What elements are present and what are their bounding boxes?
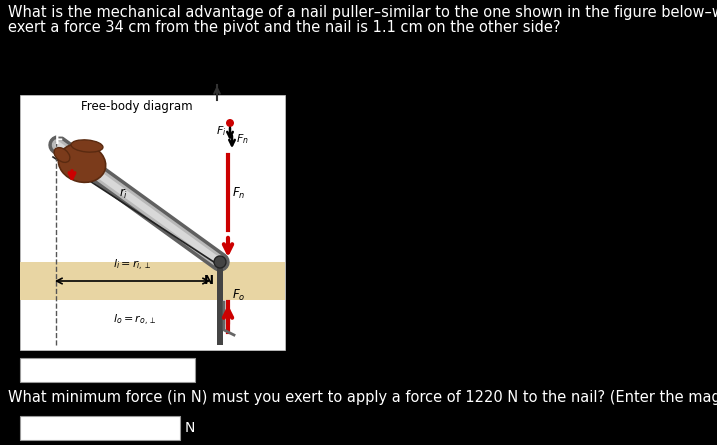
Text: $\mathbf{F}$: $\mathbf{F}$ [54,134,63,147]
Ellipse shape [71,140,103,152]
Text: exert a force 34 cm from the pivot and the nail is 1.1 cm on the other side?: exert a force 34 cm from the pivot and t… [8,20,561,35]
Bar [217,262,223,345]
Text: $F_n$: $F_n$ [232,186,245,201]
Text: What minimum force (in N) must you exert to apply a force of 1220 N to the nail?: What minimum force (in N) must you exert… [8,390,717,405]
Text: N: N [185,421,195,435]
Circle shape [226,119,234,127]
Text: What is the mechanical advantage of a nail puller–similar to the one shown in th: What is the mechanical advantage of a na… [8,5,717,20]
Text: Free-body diagram: Free-body diagram [81,100,193,113]
Bar [20,262,285,300]
Text: $F_i$: $F_i$ [217,124,227,138]
Text: $r_i$: $r_i$ [120,186,128,201]
Text: $F_o$: $F_o$ [232,287,245,303]
Bar [20,416,180,440]
Ellipse shape [58,144,105,182]
Text: $F_n$: $F_n$ [236,132,249,146]
Text: N: N [220,81,230,93]
Ellipse shape [54,148,70,162]
Bar [20,358,195,382]
Text: $l_o = r_{o,\perp}$: $l_o = r_{o,\perp}$ [113,312,157,328]
Bar [20,95,285,350]
Text: $l_i = r_{i,\perp}$: $l_i = r_{i,\perp}$ [113,258,152,273]
Circle shape [214,256,226,268]
Text: N: N [204,275,214,287]
